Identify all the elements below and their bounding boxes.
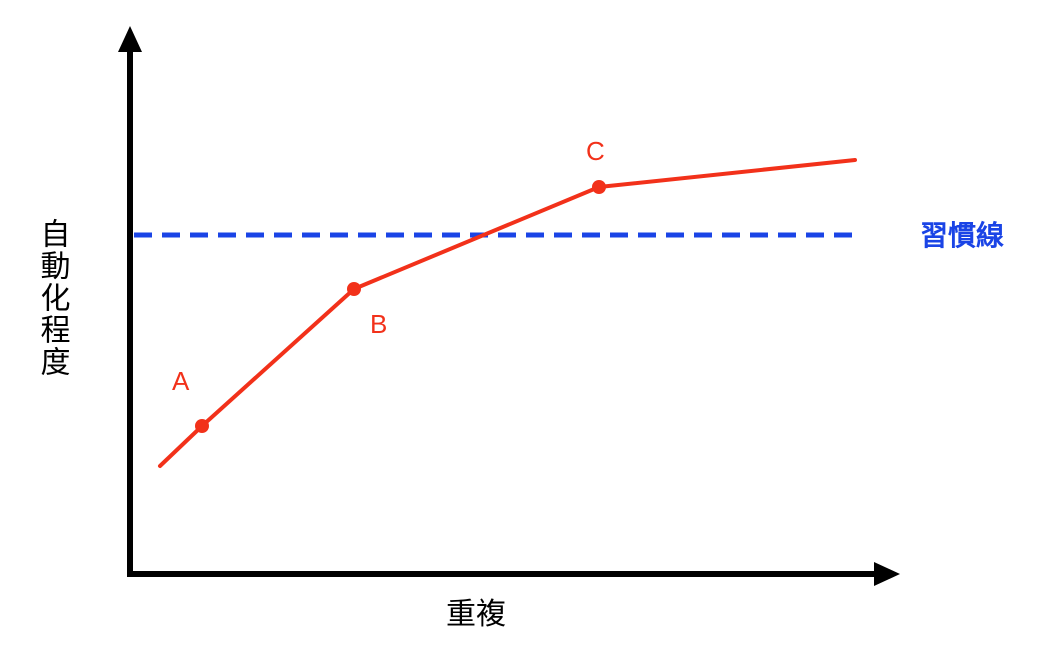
point-b-label: B <box>370 309 387 339</box>
y-axis-label: 自動化程度 <box>35 218 71 378</box>
point-a-label: A <box>172 366 190 396</box>
point-c-marker <box>592 180 606 194</box>
habit-line-label: 習慣線 <box>920 219 1004 252</box>
automaticity-curve <box>158 158 857 468</box>
point-c-label: C <box>586 136 605 166</box>
point-a-marker <box>195 419 209 433</box>
x-axis-arrowhead <box>874 562 900 586</box>
x-axis-label: 重複 <box>446 597 506 632</box>
point-b-marker <box>347 282 361 296</box>
y-axis-arrowhead <box>118 26 142 52</box>
